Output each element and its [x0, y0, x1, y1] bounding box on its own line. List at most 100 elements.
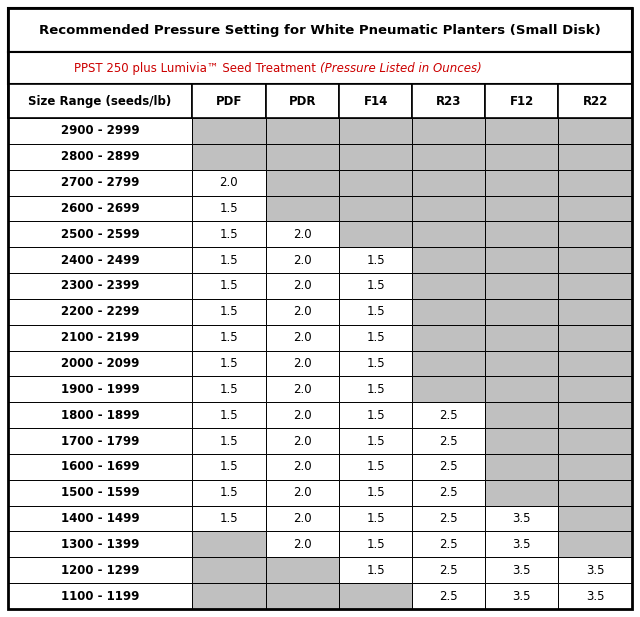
Text: 1.5: 1.5 — [220, 202, 238, 215]
Text: 2.5: 2.5 — [440, 590, 458, 603]
Text: 1.5: 1.5 — [220, 357, 238, 370]
Text: Recommended Pressure Setting for White Pneumatic Planters (Small Disk): Recommended Pressure Setting for White P… — [39, 23, 601, 36]
Bar — [192, 247, 266, 273]
Text: 1.5: 1.5 — [367, 460, 385, 473]
Bar — [8, 402, 192, 428]
Text: 1700 - 1799: 1700 - 1799 — [61, 434, 140, 447]
Text: 2.0: 2.0 — [293, 331, 312, 344]
Text: R23: R23 — [436, 94, 461, 107]
Text: 2.0: 2.0 — [293, 538, 312, 551]
Bar — [412, 402, 485, 428]
Bar — [8, 583, 192, 609]
Bar — [192, 170, 266, 196]
Bar — [485, 583, 558, 609]
Bar — [339, 376, 412, 402]
Bar — [8, 299, 192, 325]
Text: 1.5: 1.5 — [367, 408, 385, 421]
Bar — [558, 273, 632, 299]
Bar — [412, 84, 485, 118]
Bar — [412, 480, 485, 506]
Text: 1900 - 1999: 1900 - 1999 — [61, 383, 140, 396]
Bar — [8, 222, 192, 247]
Text: 3.5: 3.5 — [513, 590, 531, 603]
Bar — [558, 325, 632, 350]
Text: 1.5: 1.5 — [367, 564, 385, 577]
Bar — [8, 531, 192, 557]
Text: 2400 - 2499: 2400 - 2499 — [61, 254, 140, 267]
Bar — [558, 170, 632, 196]
Text: 2.0: 2.0 — [293, 357, 312, 370]
Bar — [485, 506, 558, 531]
Bar — [8, 196, 192, 222]
Bar — [266, 402, 339, 428]
Bar — [266, 376, 339, 402]
Text: 2.5: 2.5 — [440, 486, 458, 499]
Text: 1.5: 1.5 — [220, 512, 238, 525]
Bar — [558, 144, 632, 170]
Text: 1.5: 1.5 — [367, 331, 385, 344]
Bar — [485, 222, 558, 247]
Text: 2.0: 2.0 — [220, 176, 238, 189]
Bar — [8, 52, 632, 84]
Bar — [412, 583, 485, 609]
Bar — [558, 350, 632, 376]
Text: 2.0: 2.0 — [293, 305, 312, 318]
Bar — [412, 454, 485, 480]
Text: 3.5: 3.5 — [586, 564, 604, 577]
Bar — [339, 506, 412, 531]
Bar — [266, 144, 339, 170]
Bar — [8, 170, 192, 196]
Bar — [339, 144, 412, 170]
Bar — [412, 299, 485, 325]
Bar — [339, 480, 412, 506]
Text: 2.0: 2.0 — [293, 434, 312, 447]
Text: 2.0: 2.0 — [293, 228, 312, 241]
Text: 3.5: 3.5 — [586, 590, 604, 603]
Text: PDR: PDR — [289, 94, 316, 107]
Bar — [339, 325, 412, 350]
Text: 1.5: 1.5 — [367, 486, 385, 499]
Bar — [8, 325, 192, 350]
Bar — [485, 84, 558, 118]
Text: 2.0: 2.0 — [293, 280, 312, 292]
Bar — [485, 144, 558, 170]
Bar — [266, 454, 339, 480]
Text: 1.5: 1.5 — [220, 305, 238, 318]
Bar — [8, 247, 192, 273]
Text: 2200 - 2299: 2200 - 2299 — [61, 305, 140, 318]
Bar — [266, 273, 339, 299]
Text: 2500 - 2599: 2500 - 2599 — [61, 228, 140, 241]
Text: 2.5: 2.5 — [440, 434, 458, 447]
Bar — [192, 144, 266, 170]
Bar — [339, 247, 412, 273]
Bar — [8, 273, 192, 299]
Bar — [266, 325, 339, 350]
Text: 2600 - 2699: 2600 - 2699 — [61, 202, 140, 215]
Bar — [8, 480, 192, 506]
Bar — [558, 402, 632, 428]
Bar — [558, 583, 632, 609]
Bar — [8, 557, 192, 583]
Text: R22: R22 — [582, 94, 608, 107]
Bar — [339, 402, 412, 428]
Text: 2.5: 2.5 — [440, 564, 458, 577]
Bar — [266, 196, 339, 222]
Bar — [339, 222, 412, 247]
Text: 2300 - 2399: 2300 - 2399 — [61, 280, 140, 292]
Text: 1.5: 1.5 — [220, 228, 238, 241]
Bar — [339, 118, 412, 144]
Bar — [412, 196, 485, 222]
Bar — [558, 222, 632, 247]
Bar — [8, 376, 192, 402]
Bar — [266, 84, 339, 118]
Bar — [192, 454, 266, 480]
Text: 2000 - 2099: 2000 - 2099 — [61, 357, 140, 370]
Text: 1600 - 1699: 1600 - 1699 — [61, 460, 140, 473]
Bar — [412, 118, 485, 144]
Bar — [339, 273, 412, 299]
Text: 3.5: 3.5 — [513, 564, 531, 577]
Bar — [558, 299, 632, 325]
Bar — [485, 350, 558, 376]
Text: PDF: PDF — [216, 94, 242, 107]
Text: 1400 - 1499: 1400 - 1499 — [61, 512, 140, 525]
